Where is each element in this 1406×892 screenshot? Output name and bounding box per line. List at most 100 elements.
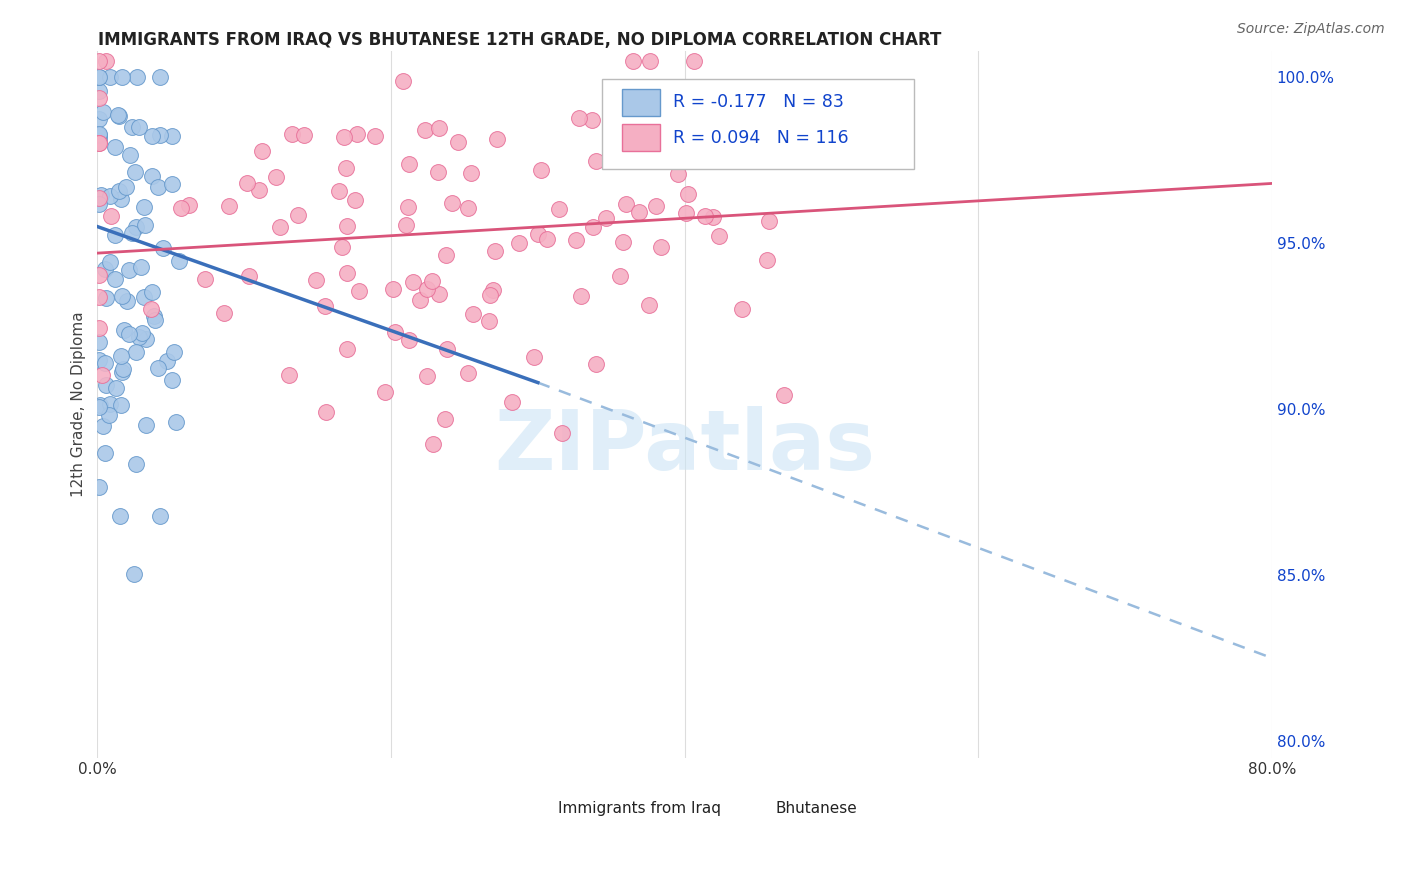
Point <box>94 356 117 370</box>
Point <box>238 268 260 283</box>
Text: IMMIGRANTS FROM IRAQ VS BHUTANESE 12TH GRADE, NO DIPLOMA CORRELATION CHART: IMMIGRANTS FROM IRAQ VS BHUTANESE 12TH G… <box>98 31 942 49</box>
FancyBboxPatch shape <box>738 797 766 820</box>
Point <box>177 198 200 212</box>
Point <box>413 123 436 137</box>
Point <box>440 196 463 211</box>
Point <box>391 74 413 88</box>
Point <box>343 193 366 207</box>
Point <box>163 345 186 359</box>
Point <box>132 289 155 303</box>
Point <box>89 398 111 412</box>
Point <box>115 179 138 194</box>
Point <box>486 132 509 146</box>
Point <box>628 204 651 219</box>
Point <box>134 200 156 214</box>
Point <box>328 184 350 198</box>
Point <box>280 127 302 141</box>
Text: Immigrants from Iraq: Immigrants from Iraq <box>558 801 721 816</box>
Point <box>292 128 315 142</box>
Point <box>695 209 717 223</box>
Point <box>336 266 359 280</box>
Point <box>121 226 143 240</box>
Point <box>110 193 132 207</box>
Point <box>87 321 110 335</box>
Point <box>87 128 110 142</box>
Point <box>218 199 240 213</box>
Point <box>482 284 505 298</box>
Point <box>315 405 337 419</box>
Point <box>463 307 485 321</box>
Point <box>87 84 110 98</box>
Point <box>250 144 273 158</box>
Point <box>395 218 418 232</box>
Point <box>87 112 110 126</box>
Point <box>112 323 135 337</box>
Point <box>146 360 169 375</box>
Point <box>141 285 163 299</box>
Point <box>124 164 146 178</box>
Point <box>581 113 603 128</box>
Point <box>98 189 121 203</box>
Point <box>149 128 172 143</box>
Point <box>104 140 127 154</box>
Point <box>160 129 183 144</box>
Point <box>756 252 779 267</box>
Point <box>135 418 157 433</box>
Point <box>236 176 259 190</box>
FancyBboxPatch shape <box>623 89 659 116</box>
Point <box>87 268 110 282</box>
Point <box>877 136 900 150</box>
Point <box>96 54 118 68</box>
Point <box>773 387 796 401</box>
Point <box>384 326 406 340</box>
Point <box>501 395 523 409</box>
Point <box>870 91 893 105</box>
Point <box>551 426 574 441</box>
Point <box>115 293 138 308</box>
Point <box>278 368 301 383</box>
Point <box>436 342 458 356</box>
Point <box>112 362 135 376</box>
Point <box>714 98 737 112</box>
Point <box>131 326 153 340</box>
Point <box>336 343 359 357</box>
Point <box>87 134 110 148</box>
Point <box>436 248 458 262</box>
Y-axis label: 12th Grade, No Diploma: 12th Grade, No Diploma <box>72 311 86 497</box>
Point <box>87 130 110 145</box>
Point <box>416 369 439 384</box>
Point <box>402 275 425 289</box>
Point <box>149 509 172 524</box>
Point <box>87 70 110 85</box>
Point <box>638 298 661 312</box>
Text: R = -0.177   N = 83: R = -0.177 N = 83 <box>673 94 844 112</box>
Point <box>585 154 607 169</box>
Point <box>108 109 131 123</box>
Point <box>87 54 110 68</box>
FancyBboxPatch shape <box>520 797 550 820</box>
Point <box>725 88 748 103</box>
Point <box>117 327 139 342</box>
Point <box>727 112 749 126</box>
Point <box>447 136 470 150</box>
Point <box>585 357 607 371</box>
Point <box>111 365 134 379</box>
Point <box>264 169 287 184</box>
Point <box>457 366 479 380</box>
Point <box>87 70 110 85</box>
Point <box>269 220 291 235</box>
Point <box>314 299 336 313</box>
Point <box>129 260 152 274</box>
Point <box>142 310 165 324</box>
Point <box>212 306 235 320</box>
Point <box>644 199 666 213</box>
Point <box>100 209 122 223</box>
Point <box>125 457 148 471</box>
Point <box>612 235 634 249</box>
Point <box>104 228 127 243</box>
Point <box>427 120 450 135</box>
Point <box>731 301 754 316</box>
Point <box>478 288 501 302</box>
Point <box>146 180 169 194</box>
Point <box>758 214 780 228</box>
